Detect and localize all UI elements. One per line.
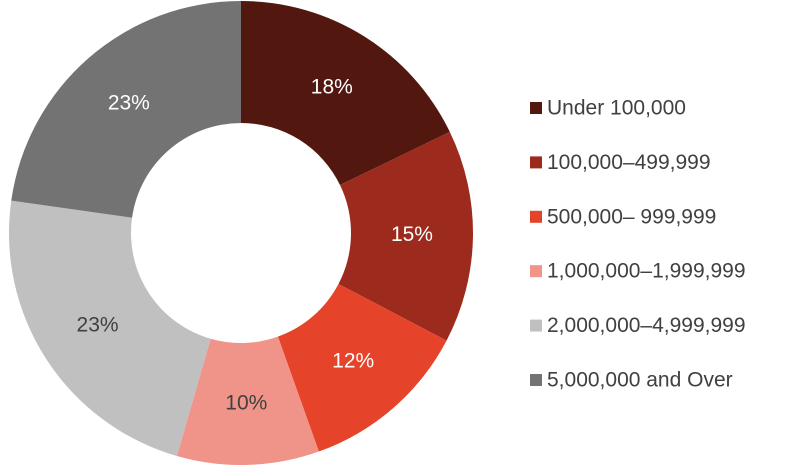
data-label: 23%	[77, 314, 119, 337]
data-label: 18%	[311, 76, 353, 99]
donut-slice	[277, 284, 447, 452]
donut-slice	[338, 131, 473, 341]
legend-label: 2,000,000–4,999,999	[547, 314, 746, 337]
donut-slice	[9, 200, 211, 456]
donut-slice	[241, 1, 450, 186]
data-label: 10%	[225, 391, 267, 414]
data-label: 12%	[332, 350, 374, 373]
donut-slice	[176, 336, 319, 465]
legend-swatch	[530, 210, 542, 223]
legend-label: 1,000,000–1,999,999	[547, 260, 746, 283]
legend-label: 100,000–499,999	[547, 151, 711, 174]
legend-swatch	[530, 156, 542, 169]
legend-swatch	[530, 102, 542, 114]
data-label: 23%	[108, 91, 150, 114]
data-label: 15%	[391, 223, 433, 246]
legend-swatch	[530, 319, 542, 332]
legend-label: 5,000,000 and Over	[547, 369, 733, 392]
legend-swatch	[530, 374, 542, 386]
donut-slice	[11, 1, 241, 218]
legend-label: 500,000– 999,999	[547, 205, 716, 228]
legend-swatch	[530, 265, 542, 278]
legend-label: Under 100,000	[547, 97, 686, 120]
